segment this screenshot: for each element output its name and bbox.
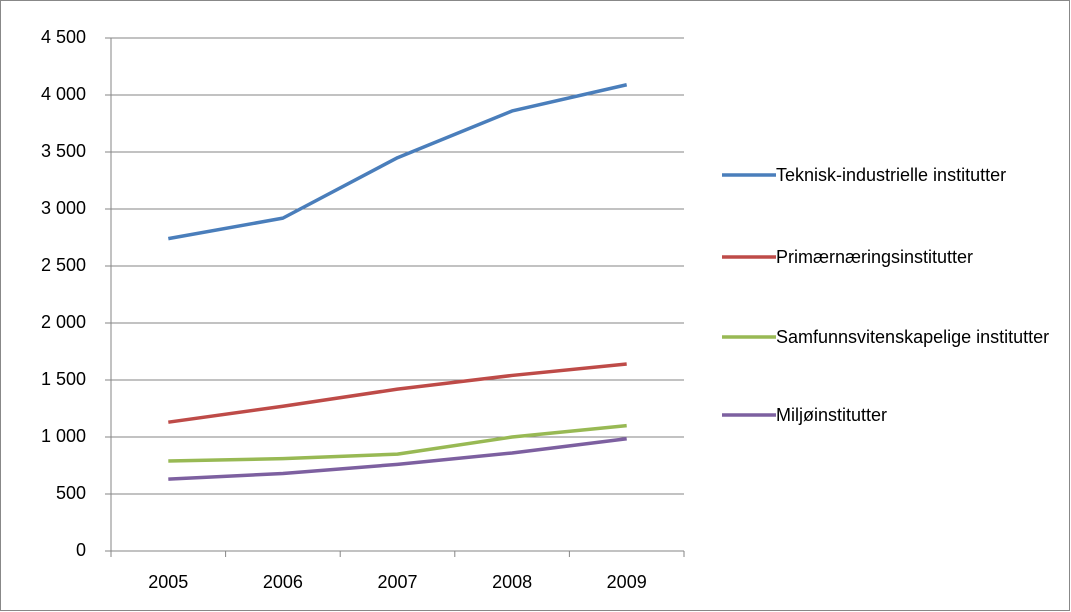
data-line (168, 436, 627, 481)
y-tick-label: 1 500 (41, 369, 86, 389)
legend-entry: Miljøinstitutter (776, 405, 888, 425)
x-tick-label: 2008 (492, 572, 532, 592)
legend-label: Primærnæringsinstitutter (776, 247, 974, 267)
data-line (168, 423, 627, 463)
y-tick-label: 4 000 (41, 84, 86, 104)
y-tick-label: 500 (56, 483, 86, 503)
legend-label: Teknisk-industrielle institutter (776, 165, 1007, 185)
data-line (168, 362, 627, 424)
legend-entry: Samfunnsvitenskapelige institutter (776, 327, 1050, 347)
x-tick-label: 2006 (263, 572, 303, 592)
legend-label: Samfunnsvitenskapelige institutter (776, 327, 1050, 347)
x-tick-label: 2005 (148, 572, 188, 592)
data-line (167, 83, 628, 241)
y-tick-label: 2 000 (41, 312, 86, 332)
y-tick-label: 0 (76, 540, 86, 560)
legend-label: Miljøinstitutter (776, 405, 888, 425)
y-tick-label: 3 500 (41, 141, 86, 161)
y-tick-label: 3 000 (41, 198, 86, 218)
x-tick-label: 2009 (607, 572, 647, 592)
y-tick-label: 2 500 (41, 255, 86, 275)
y-tick-label: 4 500 (41, 27, 86, 47)
legend-entry: Teknisk-industrielle institutter (776, 165, 1007, 185)
x-tick-label: 2007 (377, 572, 417, 592)
legend-entry: Primærnæringsinstitutter (776, 247, 974, 267)
y-tick-label: 1 000 (41, 426, 86, 446)
